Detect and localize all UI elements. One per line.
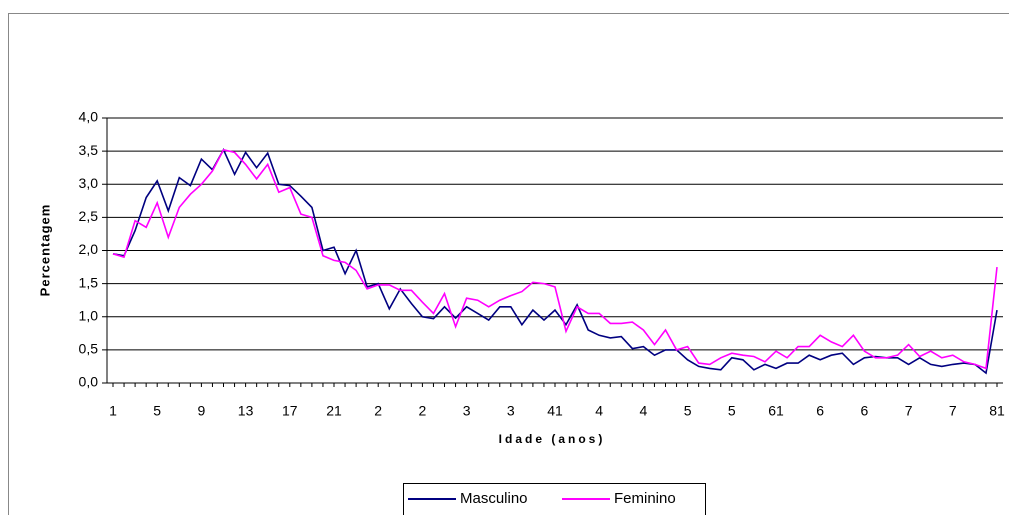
x-tick-label: 6 <box>861 403 869 419</box>
line-series <box>113 150 997 373</box>
x-tick-label: 4 <box>595 403 603 419</box>
y-tick-label: 4,0 <box>79 109 99 125</box>
x-tick-label: 5 <box>728 403 736 419</box>
x-tick-label: 2 <box>374 403 382 419</box>
y-tick-label: 3,0 <box>79 175 99 191</box>
x-tick-label: 5 <box>153 403 161 419</box>
x-tick-label: 2 <box>419 403 427 419</box>
line-series <box>113 150 997 369</box>
x-tick-label: 13 <box>238 403 254 419</box>
x-tick-label: 41 <box>547 403 563 419</box>
x-tick-label: 6 <box>816 403 824 419</box>
legend-label: Feminino <box>614 490 676 507</box>
y-tick-label: 0,5 <box>79 341 99 357</box>
x-tick-label: 7 <box>905 403 913 419</box>
y-axis-label: Percentagem <box>37 204 52 297</box>
legend-label: Masculino <box>460 490 528 507</box>
x-tick-label: 81 <box>989 403 1005 419</box>
x-tick-label: 61 <box>768 403 784 419</box>
x-tick-label: 21 <box>326 403 342 419</box>
x-tick-label: 3 <box>507 403 515 419</box>
x-tick-label: 7 <box>949 403 957 419</box>
x-tick-label: 17 <box>282 403 298 419</box>
x-axis-label: Idade (anos) <box>499 432 606 446</box>
y-tick-label: 1,5 <box>79 274 99 290</box>
y-tick-label: 1,0 <box>79 307 99 323</box>
y-tick-label: 0,0 <box>79 374 99 390</box>
x-tick-label: 9 <box>198 403 206 419</box>
x-tick-label: 4 <box>640 403 648 419</box>
x-tick-label: 5 <box>684 403 692 419</box>
y-tick-label: 3,5 <box>79 142 99 158</box>
y-tick-label: 2,0 <box>79 241 99 257</box>
y-tick-label: 2,5 <box>79 208 99 224</box>
x-tick-label: 1 <box>109 403 117 419</box>
x-tick-label: 3 <box>463 403 471 419</box>
